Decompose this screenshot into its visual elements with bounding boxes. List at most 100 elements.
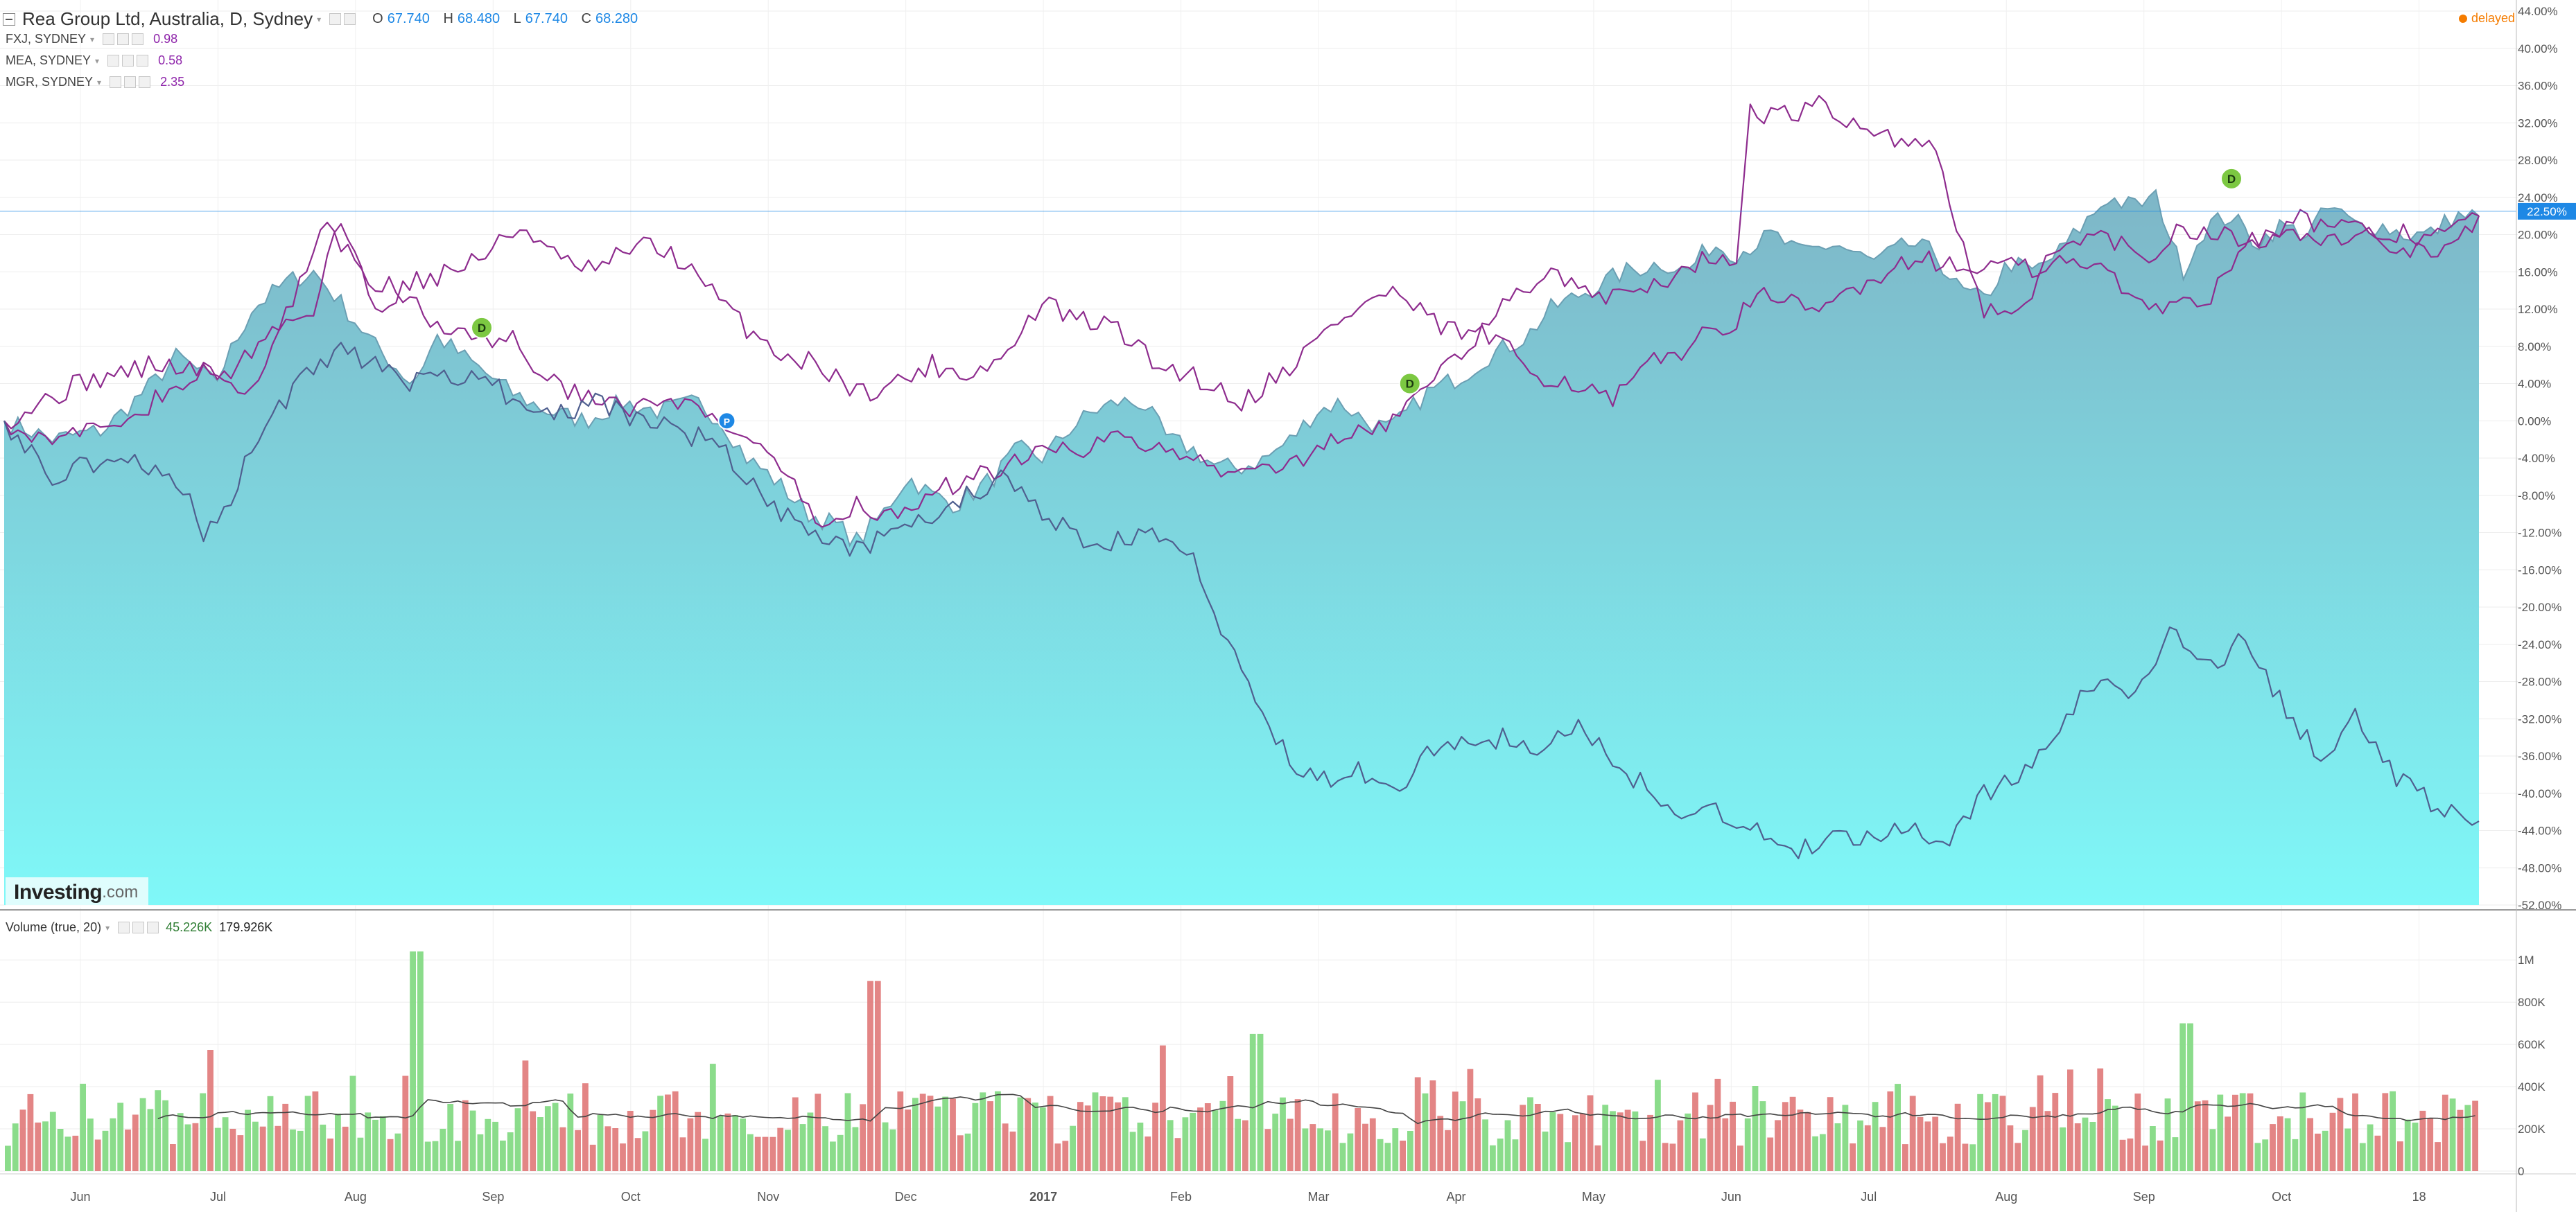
volume-bar — [1249, 1033, 1256, 1171]
series-area-line — [3, 188, 2480, 547]
volume-bar — [410, 951, 416, 1171]
volume-bar — [2442, 1094, 2448, 1171]
volume-bar — [1474, 1098, 1481, 1171]
marker-label: D — [478, 322, 486, 335]
dividend-marker[interactable]: D — [1398, 372, 1421, 395]
chevron-down-icon[interactable]: ▾ — [95, 55, 100, 66]
settings-icon[interactable] — [132, 922, 145, 933]
volume-bar — [2299, 1092, 2306, 1171]
volume-bar — [1437, 1116, 1444, 1171]
volume-bar — [905, 1109, 911, 1171]
y-tick-label: -40.00% — [2518, 787, 2561, 800]
volume-bar — [1969, 1144, 1976, 1171]
volume-bar — [597, 1114, 604, 1171]
volume-bar — [567, 1094, 574, 1171]
volume-tick-label: 800K — [2518, 996, 2545, 1009]
collapse-icon[interactable] — [3, 12, 15, 26]
close-icon[interactable] — [139, 76, 151, 88]
volume-bar — [1047, 1096, 1054, 1171]
settings-icon[interactable] — [122, 55, 134, 67]
volume-bar — [1879, 1127, 1886, 1171]
dividend-marker[interactable]: D — [471, 316, 494, 339]
legend-item-mgr[interactable]: MGR, SYDNEY ▾ 2.35 — [6, 75, 185, 89]
volume-bar — [1414, 1077, 1421, 1171]
volume-bar — [1167, 1120, 1174, 1171]
chevron-down-icon[interactable]: ▾ — [105, 922, 110, 933]
volume-bar — [102, 1130, 109, 1171]
volume-bar — [1392, 1128, 1399, 1171]
dividend-marker[interactable]: D — [2220, 167, 2243, 190]
y-tick-label: 16.00% — [2518, 265, 2558, 279]
eye-icon[interactable] — [107, 55, 120, 67]
volume-bar — [485, 1118, 491, 1171]
volume-bar — [2187, 1023, 2193, 1171]
marker-circle — [471, 316, 494, 339]
y-tick-label: 20.00% — [2518, 229, 2558, 242]
settings-icon[interactable] — [124, 76, 137, 88]
current-value-label: 22.50% — [2527, 205, 2567, 218]
volume-bar — [1264, 1129, 1271, 1171]
volume-moving-average — [157, 1094, 2475, 1125]
volume-bar — [919, 1094, 926, 1171]
volume-bar — [2089, 1122, 2096, 1171]
volume-bar — [552, 1103, 559, 1171]
volume-bar — [1025, 1098, 1032, 1171]
legend-item-mea[interactable]: MEA, SYDNEY ▾ 0.58 — [6, 53, 183, 67]
volume-bar — [762, 1136, 769, 1171]
volume-bar — [177, 1113, 184, 1171]
volume-bar — [559, 1127, 566, 1171]
volume-bar — [1669, 1143, 1676, 1171]
volume-bar — [87, 1118, 94, 1171]
event-markers[interactable]: D P D D — [471, 167, 2243, 430]
volume-bar — [1129, 1132, 1136, 1171]
volume-bar — [2119, 1139, 2126, 1171]
volume-bar — [2404, 1119, 2411, 1171]
eye-icon[interactable] — [329, 13, 342, 25]
volume-bar — [372, 1119, 378, 1171]
volume-bar — [72, 1135, 79, 1171]
eye-icon[interactable] — [118, 922, 130, 933]
volume-bar — [2022, 1130, 2028, 1171]
x-tick-label: Aug — [1995, 1190, 2017, 1204]
volume-bar — [2037, 1075, 2044, 1171]
volume-bar — [267, 1096, 274, 1171]
y-tick-label: 4.00% — [2518, 378, 2551, 391]
volume-bar — [1257, 1033, 1264, 1171]
chart-title: Rea Group Ltd, Australia, D, Sydney — [22, 8, 313, 29]
volume-bar — [1377, 1139, 1384, 1171]
volume-bar — [2464, 1105, 2471, 1171]
split-marker[interactable]: P — [717, 412, 736, 430]
settings-icon[interactable] — [344, 13, 356, 25]
volume-bar — [365, 1112, 372, 1171]
volume-bar — [1864, 1125, 1871, 1171]
x-tick-label: Jun — [70, 1190, 90, 1204]
volume-bar — [1610, 1111, 1616, 1171]
eye-icon[interactable] — [103, 33, 115, 45]
volume-bar — [544, 1106, 551, 1171]
volume-bar — [27, 1094, 34, 1171]
volume-bar — [1804, 1112, 1811, 1171]
eye-icon[interactable] — [110, 76, 122, 88]
legend-item-fxj[interactable]: FXJ, SYDNEY ▾ 0.98 — [6, 32, 178, 46]
volume-bar — [657, 1096, 663, 1171]
chevron-down-icon[interactable]: ▾ — [317, 14, 322, 24]
close-icon[interactable] — [137, 55, 149, 67]
settings-icon[interactable] — [117, 33, 130, 45]
chevron-down-icon[interactable]: ▾ — [97, 77, 102, 87]
y-tick-label: 0.00% — [2518, 414, 2551, 428]
close-icon[interactable] — [132, 33, 144, 45]
volume-bar — [2315, 1133, 2321, 1171]
chevron-down-icon[interactable]: ▾ — [90, 34, 95, 44]
volume-bar — [1685, 1113, 1691, 1171]
volume-bar — [492, 1121, 498, 1171]
close-icon[interactable] — [147, 922, 159, 933]
volume-bar — [2270, 1124, 2276, 1171]
volume-bar — [387, 1139, 394, 1171]
volume-bar — [2074, 1123, 2081, 1171]
volume-bar — [1699, 1138, 1706, 1171]
volume-bar — [1452, 1091, 1459, 1171]
volume-bar — [1174, 1138, 1181, 1171]
volume-bar — [1204, 1103, 1211, 1171]
volume-bar — [815, 1094, 821, 1171]
